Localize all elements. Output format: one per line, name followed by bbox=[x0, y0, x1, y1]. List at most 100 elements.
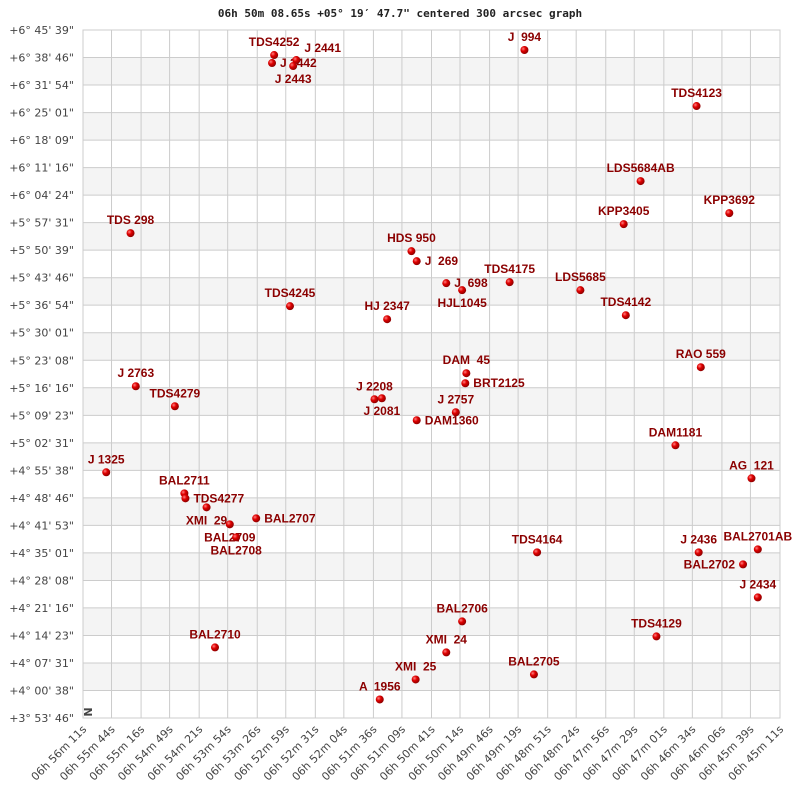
star-point[interactable]: J 2443 bbox=[275, 62, 312, 86]
point-marker[interactable] bbox=[412, 416, 421, 425]
point-marker[interactable] bbox=[126, 229, 135, 238]
star-point[interactable]: J 994 bbox=[508, 30, 542, 55]
point-marker[interactable] bbox=[619, 220, 628, 229]
point-marker[interactable] bbox=[694, 548, 703, 557]
point-marker[interactable] bbox=[383, 315, 392, 324]
star-point[interactable]: J 269 bbox=[412, 254, 459, 268]
point-marker[interactable] bbox=[753, 593, 762, 602]
point-marker[interactable] bbox=[520, 46, 529, 55]
point-marker[interactable] bbox=[576, 286, 585, 295]
star-point[interactable]: TDS 298 bbox=[107, 213, 155, 238]
point-marker[interactable] bbox=[270, 51, 279, 60]
point-marker[interactable] bbox=[232, 533, 241, 542]
point-marker[interactable] bbox=[529, 670, 538, 679]
point-marker[interactable] bbox=[747, 474, 756, 483]
star-point[interactable]: TDS4277 bbox=[181, 491, 244, 505]
star-point[interactable]: A 1956 bbox=[359, 679, 401, 704]
star-point[interactable]: J 1325 bbox=[88, 452, 125, 477]
point-marker[interactable] bbox=[725, 209, 734, 218]
star-point[interactable]: J 2081 bbox=[364, 394, 401, 418]
star-point[interactable]: LDS5685 bbox=[555, 270, 606, 295]
point-marker[interactable] bbox=[621, 311, 630, 320]
point-marker[interactable] bbox=[442, 279, 451, 288]
star-point[interactable]: TDS4279 bbox=[150, 386, 201, 411]
star-point[interactable]: BAL2701AB bbox=[723, 529, 792, 554]
star-point[interactable]: BAL2710 bbox=[189, 627, 241, 652]
star-point[interactable]: TDS4123 bbox=[671, 86, 722, 111]
star-point[interactable]: TDS4252 bbox=[249, 35, 300, 60]
star-point[interactable]: BRT2125 bbox=[461, 376, 525, 390]
star-point[interactable]: TDS4164 bbox=[512, 532, 563, 557]
point-marker[interactable] bbox=[753, 545, 762, 554]
star-point[interactable]: BAL2706 bbox=[436, 601, 488, 626]
point-marker[interactable] bbox=[461, 379, 470, 388]
point-marker[interactable] bbox=[442, 648, 451, 657]
point-marker[interactable] bbox=[202, 503, 211, 512]
point-marker[interactable] bbox=[458, 617, 467, 626]
point-marker[interactable] bbox=[671, 441, 680, 450]
star-point[interactable]: KPP3692 bbox=[704, 193, 756, 218]
star-point[interactable]: HJ 2347 bbox=[364, 299, 410, 324]
point-marker[interactable] bbox=[289, 62, 298, 71]
point-marker[interactable] bbox=[533, 548, 542, 557]
star-point[interactable]: BAL2708 bbox=[210, 533, 262, 557]
point-marker[interactable] bbox=[211, 643, 220, 652]
point-marker[interactable] bbox=[412, 257, 421, 266]
point-marker[interactable] bbox=[458, 286, 467, 295]
star-point[interactable]: TDS4142 bbox=[600, 295, 651, 320]
point-marker[interactable] bbox=[739, 560, 748, 569]
point-marker[interactable] bbox=[292, 56, 301, 65]
star-point[interactable]: TDS4129 bbox=[631, 616, 682, 641]
point-marker[interactable] bbox=[377, 394, 386, 403]
star-point[interactable]: DAM 45 bbox=[443, 353, 491, 378]
star-point[interactable]: XMI 24 bbox=[426, 632, 468, 657]
y-tick-label: +6° 38' 46" bbox=[9, 52, 74, 65]
star-point[interactable]: BAL2709 bbox=[204, 520, 256, 544]
star-point[interactable]: KPP3405 bbox=[598, 204, 650, 229]
point-marker[interactable] bbox=[652, 632, 661, 641]
star-point[interactable]: DAM1360 bbox=[412, 413, 479, 427]
point-marker[interactable] bbox=[131, 382, 140, 391]
star-point[interactable]: TDS4245 bbox=[265, 286, 316, 311]
star-point[interactable]: BAL2707 bbox=[252, 511, 316, 525]
point-marker[interactable] bbox=[268, 59, 277, 68]
point-marker[interactable] bbox=[505, 278, 514, 287]
point-marker[interactable] bbox=[225, 520, 234, 529]
point-marker[interactable] bbox=[411, 675, 420, 684]
star-point[interactable]: J 2757 bbox=[437, 392, 474, 417]
star-point[interactable]: RAO 559 bbox=[676, 347, 726, 372]
star-point[interactable]: HJL1045 bbox=[437, 286, 487, 310]
point-marker[interactable] bbox=[252, 514, 261, 523]
star-point[interactable]: LDS5684AB bbox=[607, 161, 675, 186]
star-point[interactable]: DAM1181 bbox=[649, 425, 703, 450]
star-point[interactable]: XMI 29 bbox=[186, 503, 228, 527]
point-marker[interactable] bbox=[636, 177, 645, 186]
point-label: HJ 2347 bbox=[364, 299, 410, 313]
star-point[interactable]: TDS4175 bbox=[484, 262, 535, 287]
star-point[interactable]: AG 121 bbox=[729, 458, 774, 483]
star-point[interactable]: BAL2705 bbox=[508, 654, 560, 679]
star-point[interactable]: XMI 25 bbox=[395, 659, 437, 684]
star-point[interactable]: BAL2702 bbox=[684, 557, 748, 571]
point-marker[interactable] bbox=[407, 247, 416, 256]
point-marker[interactable] bbox=[170, 402, 179, 411]
star-point[interactable]: J 2763 bbox=[117, 366, 154, 391]
y-tick-label: +5° 09' 23" bbox=[9, 409, 74, 422]
point-marker[interactable] bbox=[375, 695, 384, 704]
point-label: J 2443 bbox=[275, 72, 312, 86]
point-marker[interactable] bbox=[451, 408, 460, 417]
star-point[interactable]: J 2436 bbox=[680, 532, 717, 557]
star-point[interactable]: J 2208 bbox=[356, 379, 393, 404]
star-point[interactable]: HDS 950 bbox=[387, 231, 436, 256]
star-point[interactable]: J 2434 bbox=[739, 577, 777, 602]
point-marker[interactable] bbox=[696, 363, 705, 372]
point-marker[interactable] bbox=[102, 468, 111, 477]
point-marker[interactable] bbox=[181, 494, 190, 503]
point-marker[interactable] bbox=[462, 369, 471, 378]
y-tick-label: +5° 50' 39" bbox=[9, 244, 74, 257]
point-marker[interactable] bbox=[370, 395, 379, 404]
star-point[interactable]: J 2441 bbox=[292, 41, 341, 65]
point-marker[interactable] bbox=[692, 102, 701, 111]
point-marker[interactable] bbox=[285, 302, 294, 311]
